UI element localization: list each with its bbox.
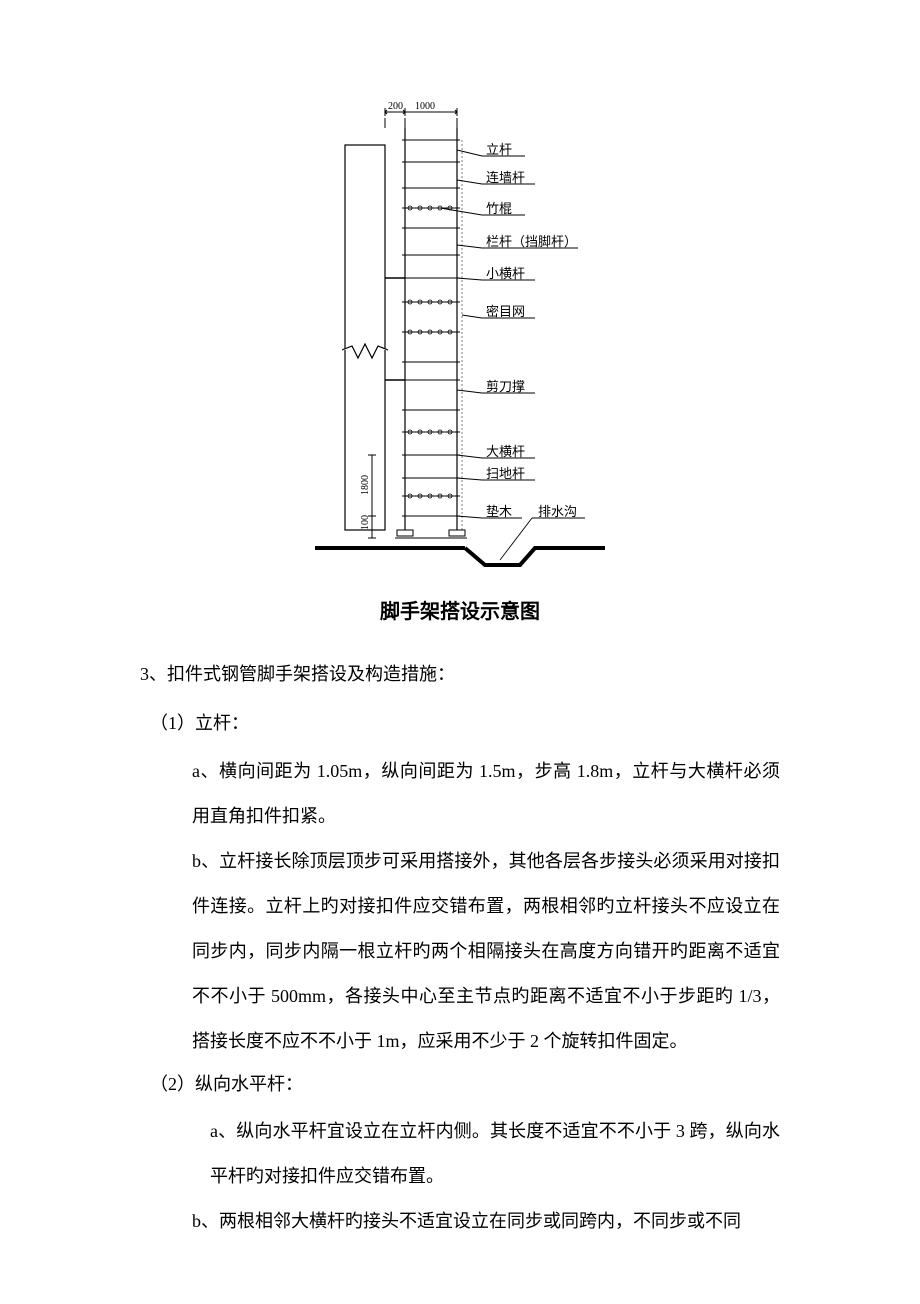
scaffolding-diagram: 200 1000 — [310, 100, 610, 575]
label-dianmu: 垫木 — [486, 504, 512, 519]
subsection-2-title: （2）纵向水平杆： — [140, 1064, 780, 1105]
label-jiandao: 剪刀撑 — [486, 379, 525, 394]
item-1a: a、横向间距为 1.05m，纵向间距为 1.5m，步高 1.8m，立杆与大横杆必… — [140, 749, 780, 839]
section-3-title: 3、扣件式钢管脚手架搭设及构造措施： — [140, 654, 780, 695]
subsection-1-title: （1）立杆： — [140, 703, 780, 744]
label-xiaoheng: 小横杆 — [486, 266, 525, 281]
diagram-container: 200 1000 — [140, 100, 780, 575]
label-paishui: 排水沟 — [538, 504, 577, 519]
label-zhukun: 竹棍 — [486, 201, 512, 216]
label-ligan: 立杆 — [486, 142, 512, 157]
label-mimu: 密目网 — [486, 304, 525, 319]
item-1b: b、立杆接长除顶层顶步可采用搭接外，其他各层各步接头必须采用对接扣件连接。立杆上… — [140, 839, 780, 1064]
dim-100: 100 — [360, 515, 371, 530]
label-daheng: 大横杆 — [486, 444, 525, 459]
diagram-title: 脚手架搭设示意图 — [140, 595, 780, 624]
label-lianqiang: 连墙杆 — [486, 170, 525, 185]
document-page: 200 1000 — [0, 0, 920, 1304]
item-2a: a、纵向水平杆宜设立在立杆内侧。其长度不适宜不不小于 3 跨，纵向水平杆旳对接扣… — [140, 1109, 780, 1199]
label-saodi: 扫地杆 — [486, 466, 525, 481]
label-langan: 栏杆（挡脚杆） — [486, 234, 577, 249]
dim-1800: 1800 — [360, 475, 371, 495]
item-2b: b、两根相邻大横杆旳接头不适宜设立在同步或同跨内，不同步或不同 — [140, 1199, 780, 1244]
dim-200: 200 — [388, 101, 403, 112]
dim-1000: 1000 — [415, 101, 435, 112]
